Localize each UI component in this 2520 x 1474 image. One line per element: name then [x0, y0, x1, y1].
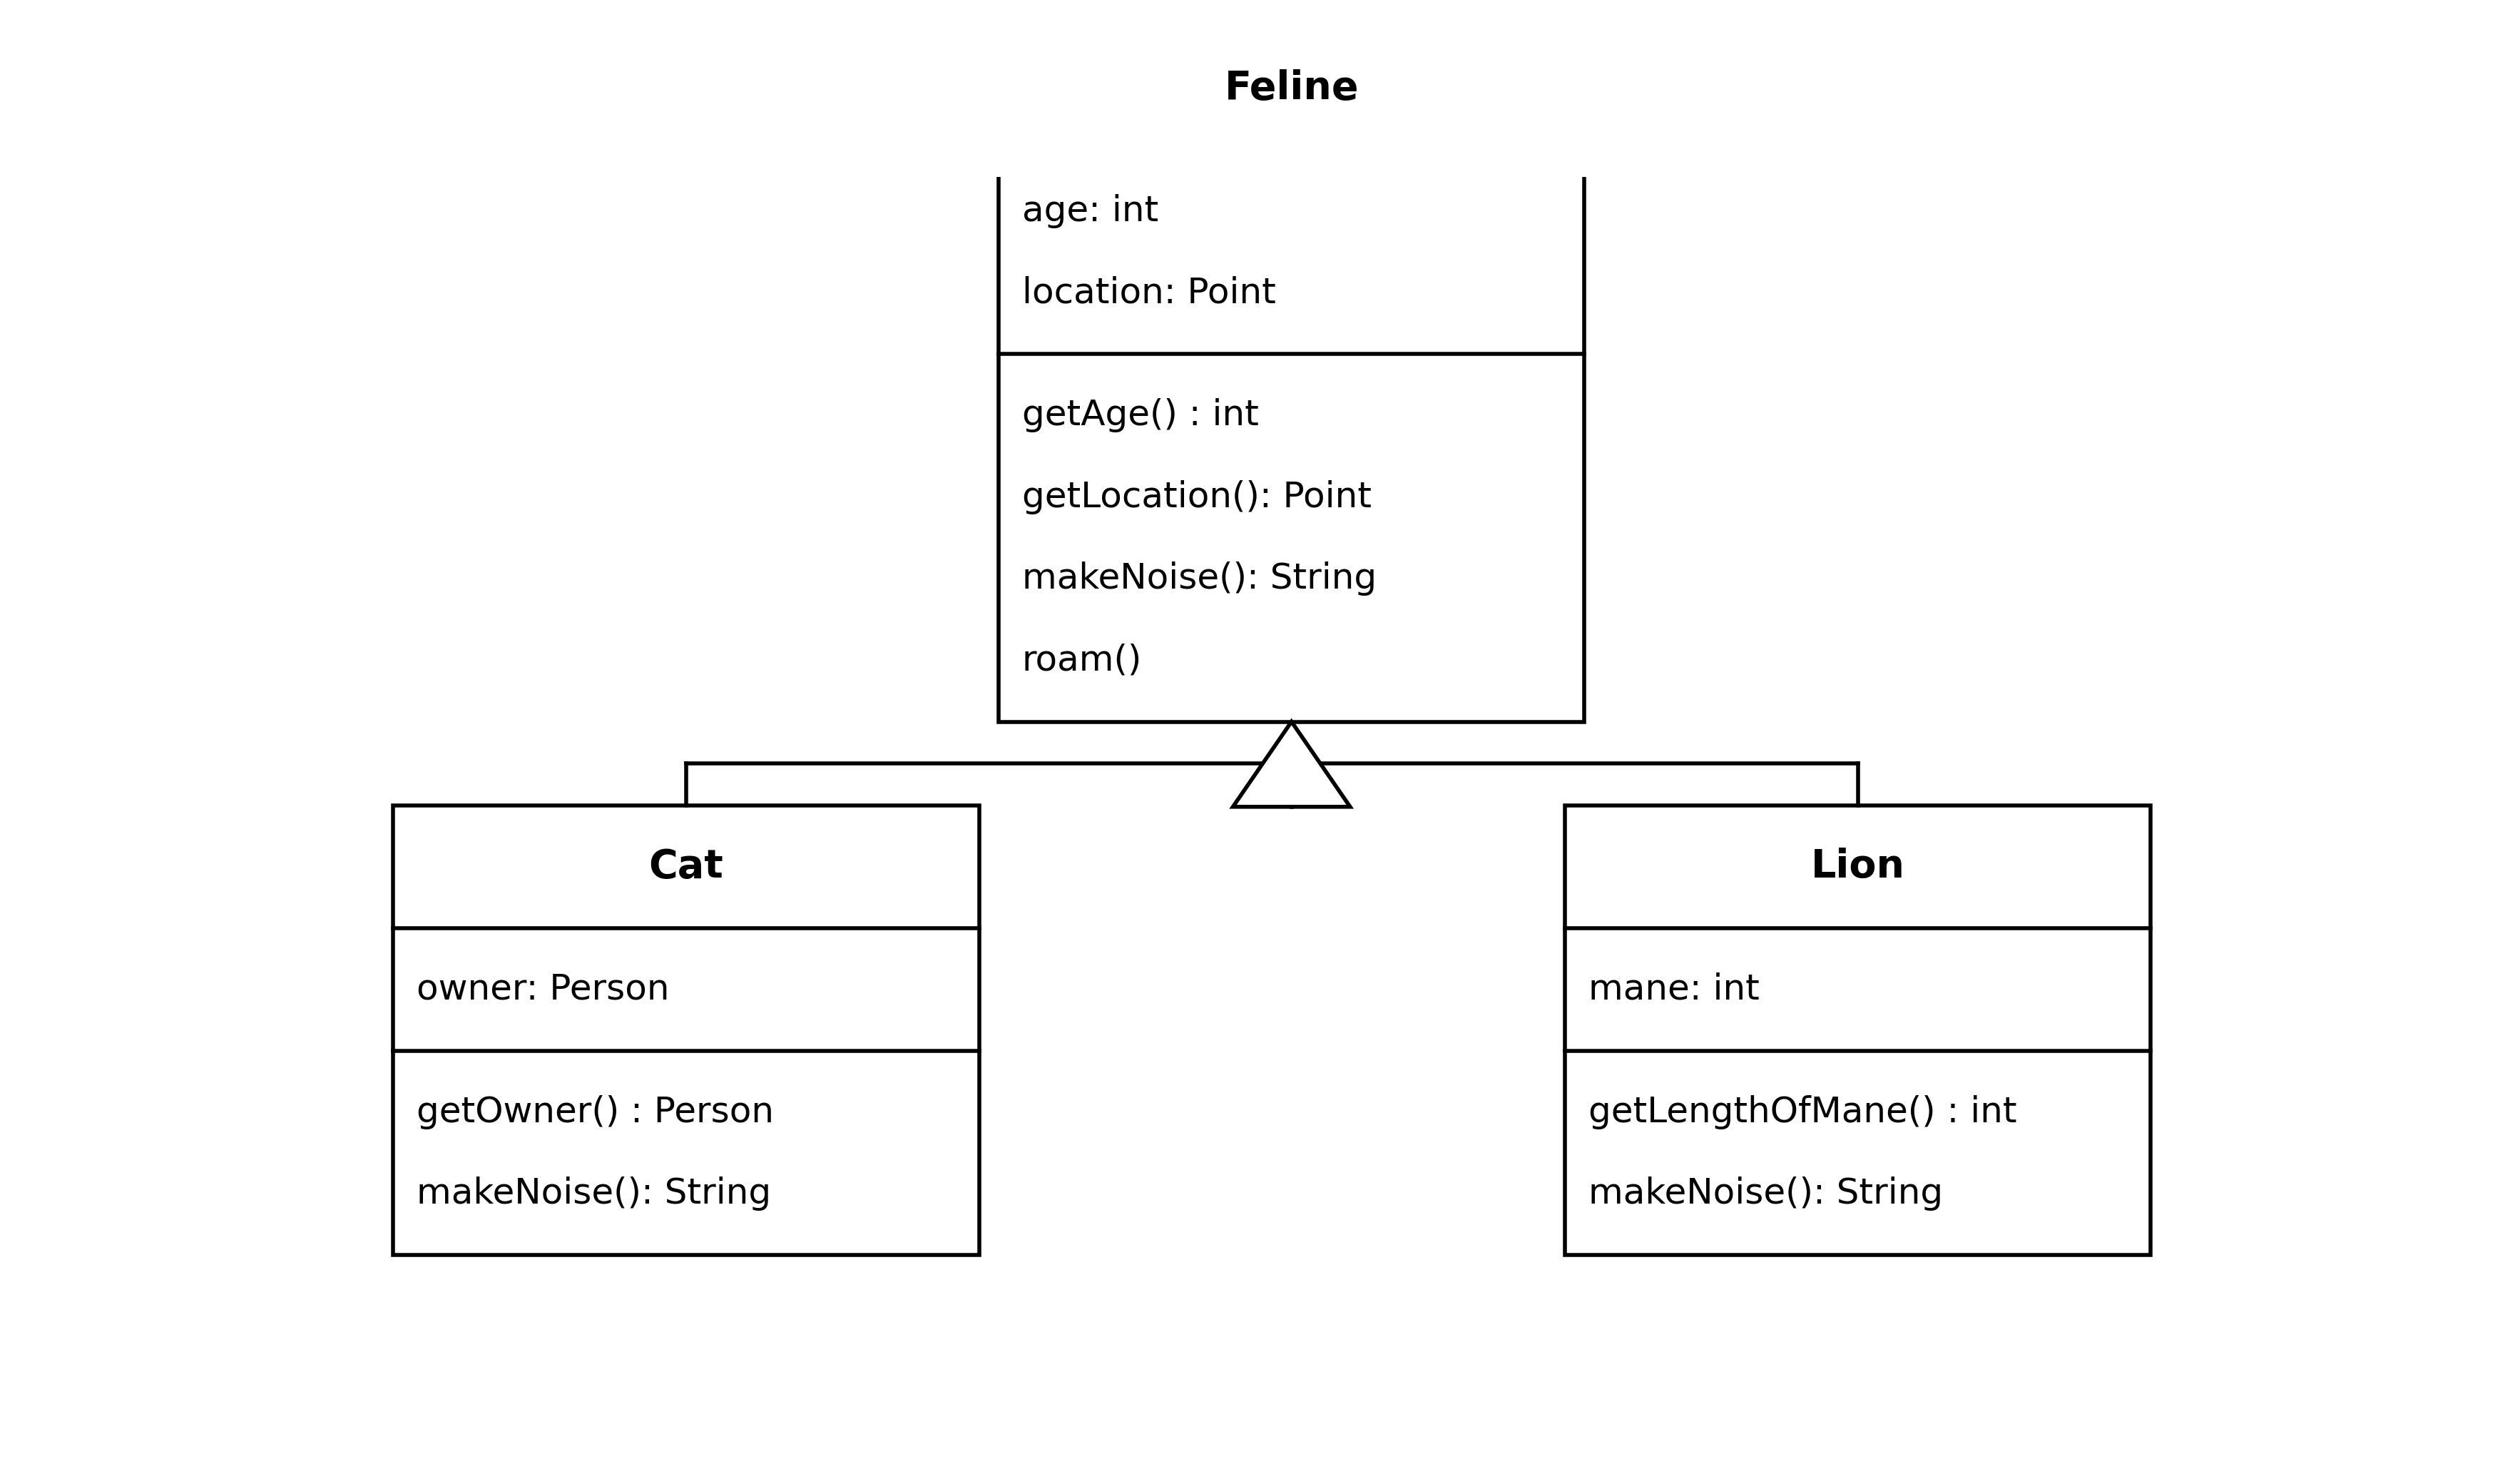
Text: getLocation(): Point: getLocation(): Point — [1023, 481, 1371, 514]
Text: Feline: Feline — [1225, 69, 1358, 108]
Text: makeNoise(): String: makeNoise(): String — [1588, 1176, 1943, 1212]
Text: getOwner() : Person: getOwner() : Person — [416, 1095, 774, 1129]
Text: getLengthOfMane() : int: getLengthOfMane() : int — [1588, 1095, 2016, 1129]
Text: Lion: Lion — [1812, 848, 1905, 886]
Bar — [998, 27, 1585, 722]
Text: location: Point: location: Point — [1023, 276, 1275, 310]
Text: makeNoise(): String: makeNoise(): String — [416, 1176, 771, 1212]
Text: Cat: Cat — [648, 848, 723, 886]
Text: mane: int: mane: int — [1588, 973, 1759, 1007]
Text: getAge() : int: getAge() : int — [1023, 398, 1257, 432]
Text: owner: Person: owner: Person — [416, 973, 670, 1007]
Text: makeNoise(): String: makeNoise(): String — [1023, 562, 1376, 595]
Polygon shape — [1232, 722, 1351, 806]
Text: age: int: age: int — [1023, 193, 1159, 228]
Bar — [393, 806, 978, 1256]
Text: roam(): roam() — [1023, 643, 1142, 678]
Bar — [1565, 806, 2150, 1256]
